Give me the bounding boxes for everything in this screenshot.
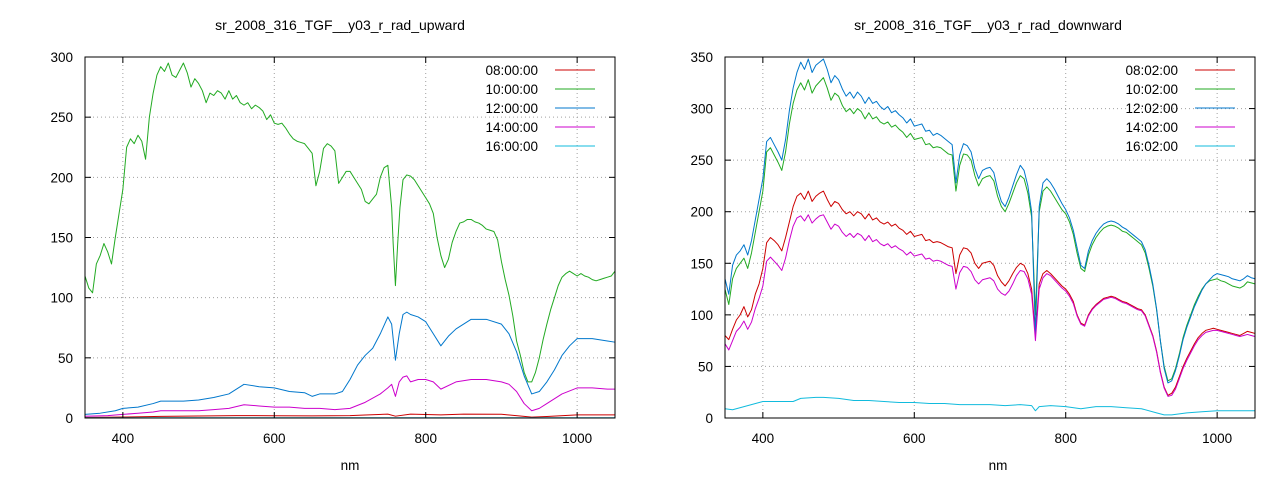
series-line-3 [84, 311, 616, 415]
series-line-2 [84, 62, 616, 383]
chart-title: sr_2008_316_TGF__y03_r_rad_downward [854, 17, 1122, 33]
y-tick-label: 350 [690, 50, 713, 65]
series-line-2 [724, 77, 1256, 382]
y-tick-label: 200 [50, 170, 73, 185]
x-tick-label: 1000 [562, 431, 592, 446]
legend-label-2: 10:02:00 [1125, 82, 1178, 97]
series-line-3 [724, 58, 1256, 384]
legend-label-3: 12:02:00 [1125, 101, 1178, 116]
plot-frame [724, 56, 1256, 419]
chart-downward: 400 600 800 1000 0 50 100 150 200 250 300 350 sr_200… [690, 17, 1256, 473]
legend-label-3: 12:00:00 [485, 101, 538, 116]
legend-label-4: 14:02:00 [1125, 120, 1178, 135]
y-tick-label: 200 [690, 205, 713, 220]
legend-label-5: 16:02:00 [1125, 139, 1178, 154]
y-tick-label: 100 [50, 291, 73, 306]
y-tick-label: 50 [698, 359, 713, 374]
chart-upward: 400 600 800 1000 0 50 100 150 200 250 300 sr_2008_3… [50, 17, 616, 473]
x-axis-label: nm [989, 458, 1008, 473]
y-tick-label: 0 [705, 411, 713, 426]
x-tick-label: 800 [1054, 431, 1077, 446]
legend-label-4: 14:00:00 [485, 120, 538, 135]
x-tick-label: 400 [752, 431, 775, 446]
chart-title: sr_2008_316_TGF__y03_r_rad_upward [215, 17, 465, 33]
x-tick-label: 400 [112, 431, 135, 446]
y-tick-label: 250 [50, 110, 73, 125]
series-line-4 [84, 375, 615, 417]
y-tick-label: 100 [690, 308, 713, 323]
y-tick-label: 300 [50, 50, 73, 65]
x-tick-label: 1000 [1202, 431, 1232, 446]
series-line-4 [724, 214, 1256, 397]
y-tick-label: 0 [65, 411, 73, 426]
legend-label-2: 10:00:00 [485, 82, 538, 97]
x-axis-label: nm [341, 458, 360, 473]
legend-label-5: 16:00:00 [485, 139, 538, 154]
y-tick-label: 300 [690, 102, 713, 117]
y-tick-label: 50 [58, 351, 73, 366]
x-tick-label: 600 [903, 431, 926, 446]
series-line-1 [84, 413, 615, 419]
legend-label-1: 08:02:00 [1125, 63, 1178, 78]
y-tick-label: 250 [690, 153, 713, 168]
series-line-5 [724, 396, 1255, 416]
y-tick-label: 150 [690, 256, 713, 271]
series-line-1 [724, 190, 1256, 396]
y-tick-label: 150 [50, 231, 73, 246]
x-tick-label: 600 [263, 431, 286, 446]
x-tick-label: 800 [414, 431, 437, 446]
legend-label-1: 08:00:00 [485, 63, 538, 78]
